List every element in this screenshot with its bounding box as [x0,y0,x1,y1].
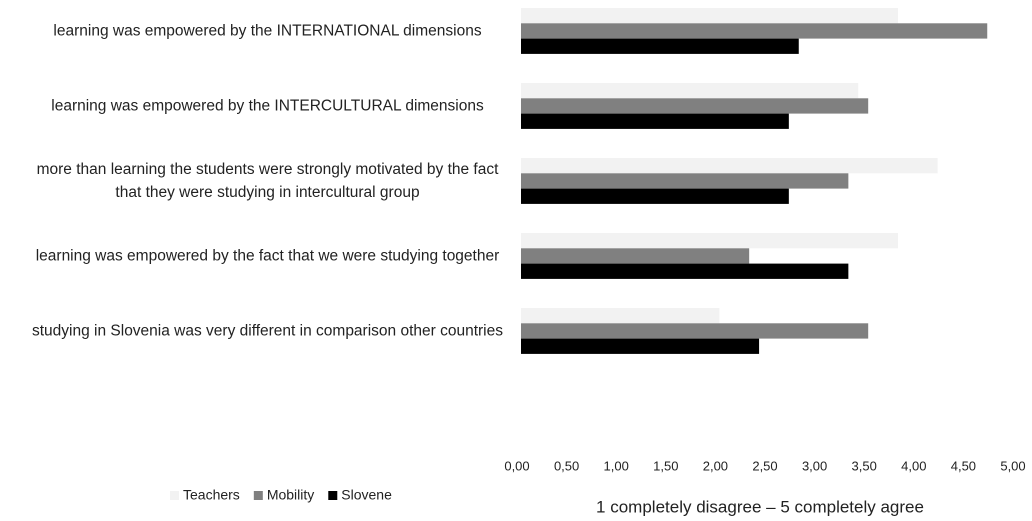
y-tick-label: studying in Slovenia was very different … [32,322,503,340]
bar [521,338,760,354]
y-tick-label: more than learning the students were str… [36,160,499,201]
x-tick-label: 5,00 [1000,458,1025,473]
legend-swatch [253,491,263,500]
bar [521,233,898,249]
x-tick-label: 1,50 [653,458,678,473]
bar [521,323,869,339]
legend-label: Slovene [341,487,392,503]
bar [521,158,938,174]
x-axis-label: 1 completely disagree – 5 completely agr… [596,497,924,516]
bar [521,188,789,204]
legend-label: Mobility [267,487,314,503]
x-tick-label: 1,00 [604,458,629,473]
x-tick-label: 0,50 [554,458,579,473]
legend-label: Teachers [183,487,240,503]
x-tick-label: 3,50 [852,458,877,473]
bar [521,248,750,264]
bar [521,83,859,99]
x-tick-label: 2,50 [752,458,777,473]
bar [521,308,720,324]
x-tick-label: 4,00 [901,458,926,473]
bar [521,173,849,189]
bar [521,113,789,129]
y-tick-label: learning was empowered by the INTERCULTU… [51,97,484,115]
y-tick-label: learning was empowered by the INTERNATIO… [53,22,482,40]
x-tick-label: 2,00 [703,458,728,473]
bar [521,38,799,54]
bar [521,8,898,24]
x-tick-label: 3,00 [802,458,827,473]
legend-swatch [170,491,179,500]
x-tick-label: 4,50 [951,458,976,473]
legend-swatch [328,491,338,500]
x-tick-label: 0,00 [504,458,529,473]
bar [521,98,869,114]
bar [521,23,988,39]
y-tick-label: learning was empowered by the fact that … [35,247,500,265]
bar [521,263,849,279]
